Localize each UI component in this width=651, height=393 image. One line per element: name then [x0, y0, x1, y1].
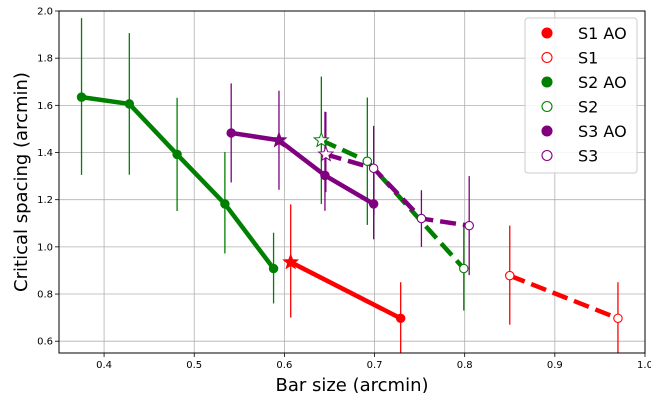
- x-tick-label: 0.8: [457, 360, 473, 371]
- plot-frame: [58, 10, 646, 354]
- data-point-s2: [459, 263, 469, 274]
- data-point-s1: [505, 270, 515, 281]
- series-line-s3-ao: [230, 130, 375, 206]
- x-tick-label: 0.5: [186, 360, 202, 371]
- x-axis-label: Bar size (arcmin): [275, 375, 428, 393]
- legend-label: S2 AO: [578, 73, 627, 92]
- series-line-s1: [508, 273, 619, 321]
- legend-marker: [541, 27, 553, 39]
- legend-marker: [541, 149, 553, 162]
- data-point-s1-ao: [395, 313, 406, 324]
- data-point-s3: [464, 220, 474, 231]
- x-tick-label: 0.6: [276, 360, 292, 371]
- series-line-s1-ao: [289, 260, 402, 321]
- legend-box: [524, 17, 638, 174]
- data-point-s3-ao: [368, 199, 379, 209]
- data-point-s1: [613, 313, 623, 324]
- x-tick-label: 0.9: [547, 360, 563, 371]
- legend-label: S1 AO: [578, 24, 627, 43]
- axis-ticks: 0.4 0.5 0.6 0.7 0.8 0.9 1.0 0.6 0.8 1.0 1.2 1.4 1.6 1…: [37, 7, 651, 372]
- y-tick-label: 1.6: [37, 101, 53, 112]
- y-tick-label: 1.2: [37, 195, 53, 206]
- legend-label: S3 AO: [578, 122, 627, 141]
- star-point-s2: [312, 131, 330, 148]
- y-tick-label: 2.0: [37, 7, 53, 18]
- y-tick-label: 0.6: [37, 337, 53, 348]
- legend-marker: [541, 125, 553, 137]
- star-point-s3: [317, 145, 335, 162]
- y-axis-label: Critical spacing (arcmin): [11, 72, 32, 292]
- data-point-s3-ao: [320, 170, 330, 181]
- series-line-s3: [325, 152, 470, 228]
- star-point-s3-ao: [270, 131, 288, 148]
- legend: S1 AO S1 S2 AO S2 S3 AO S3: [524, 17, 638, 174]
- data-point-s2-ao: [220, 199, 230, 209]
- x-tick-label: 0.4: [96, 360, 112, 371]
- y-tick-label: 1.8: [37, 54, 53, 65]
- x-tick-label: 0.7: [367, 360, 383, 371]
- data-point-s2: [362, 156, 373, 166]
- data-point-s2-ao: [76, 92, 87, 102]
- legend-label: S1: [578, 49, 598, 68]
- data-point-s3: [416, 213, 427, 224]
- legend-marker: [541, 100, 553, 113]
- data-point-s3: [368, 163, 379, 174]
- data-points: [76, 92, 623, 324]
- legend-label: S2: [578, 98, 598, 117]
- data-point-s2-ao: [124, 99, 135, 109]
- legend-marker: [541, 76, 553, 88]
- y-tick-label: 1.0: [37, 242, 53, 253]
- star-point-s1-ao: [282, 253, 300, 270]
- x-tick-label: 1.0: [637, 360, 651, 371]
- legend-label: S3: [578, 147, 598, 166]
- y-tick-label: 0.8: [37, 290, 53, 301]
- data-point-s2-ao: [172, 149, 182, 160]
- y-tick-label: 1.4: [37, 148, 53, 159]
- legend-marker: [541, 51, 553, 64]
- data-point-s2-ao: [268, 263, 279, 274]
- data-point-s3-ao: [226, 128, 236, 138]
